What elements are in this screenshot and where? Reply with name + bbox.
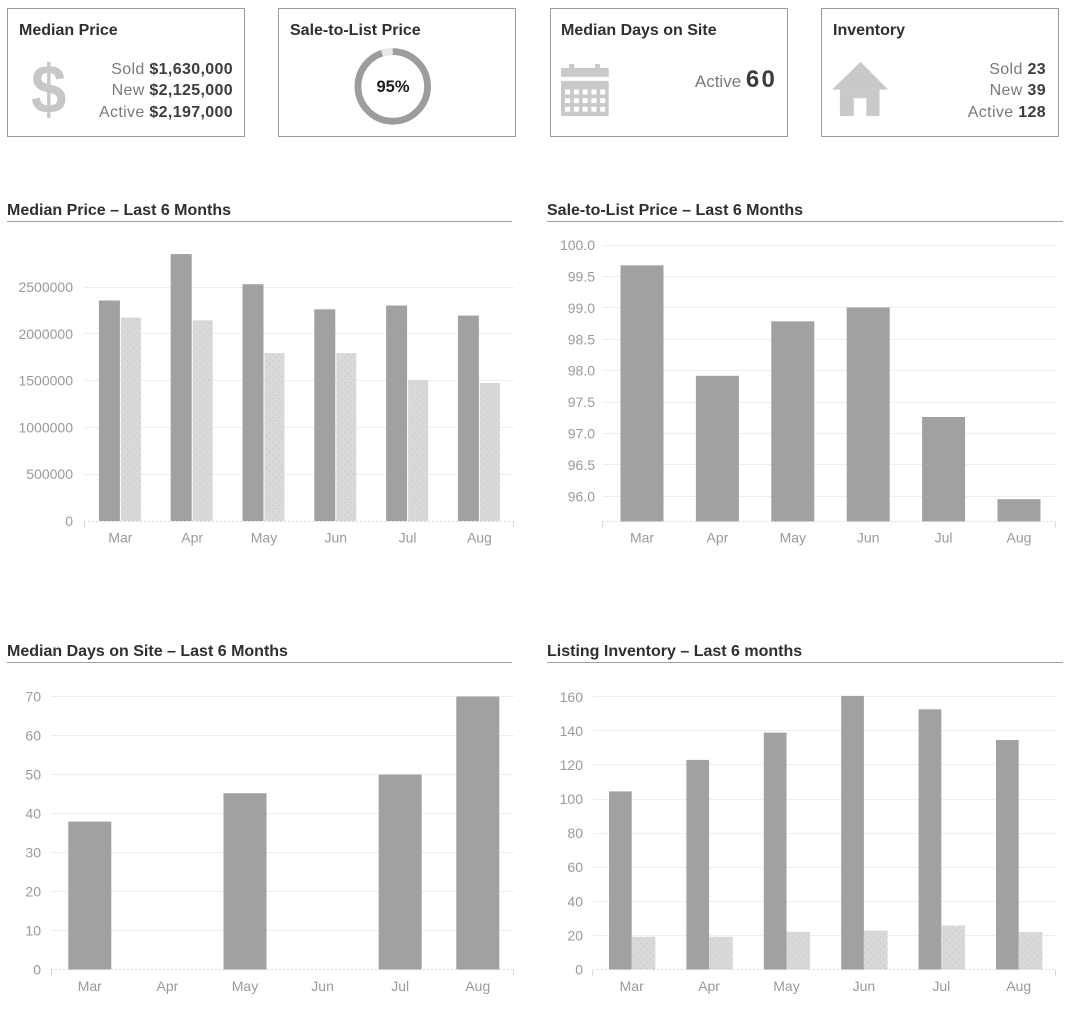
- svg-text:10: 10: [25, 923, 41, 939]
- svg-text:Jul: Jul: [935, 529, 953, 545]
- svg-text:98.0: 98.0: [568, 363, 595, 379]
- svg-text:Apr: Apr: [698, 978, 720, 994]
- svg-text:100: 100: [560, 791, 584, 807]
- svg-text:May: May: [780, 529, 806, 545]
- svg-text:0: 0: [33, 962, 41, 978]
- svg-text:50: 50: [25, 767, 41, 783]
- svg-text:60: 60: [25, 728, 41, 744]
- svg-text:May: May: [232, 978, 258, 994]
- svg-text:500000: 500000: [26, 466, 73, 482]
- svg-text:Jul: Jul: [932, 978, 950, 994]
- svg-text:96.5: 96.5: [568, 457, 595, 473]
- svg-text:60: 60: [567, 859, 583, 875]
- svg-text:May: May: [773, 978, 799, 994]
- svg-text:1000000: 1000000: [18, 419, 73, 435]
- svg-text:100.0: 100.0: [560, 237, 595, 253]
- svg-text:Mar: Mar: [78, 978, 102, 994]
- svg-text:Aug: Aug: [465, 978, 490, 994]
- svg-text:1500000: 1500000: [18, 373, 73, 389]
- svg-text:Mar: Mar: [630, 529, 654, 545]
- svg-text:0: 0: [65, 513, 73, 529]
- svg-text:97.5: 97.5: [568, 394, 595, 410]
- svg-text:40: 40: [567, 893, 583, 909]
- svg-text:99.0: 99.0: [568, 300, 595, 316]
- svg-text:98.5: 98.5: [568, 331, 595, 347]
- svg-text:$: $: [31, 51, 66, 128]
- svg-text:99.5: 99.5: [568, 269, 595, 285]
- svg-text:Apr: Apr: [157, 978, 179, 994]
- svg-text:May: May: [251, 529, 277, 545]
- svg-text:Jul: Jul: [399, 529, 417, 545]
- svg-text:2500000: 2500000: [18, 279, 73, 295]
- svg-text:70: 70: [25, 689, 41, 705]
- svg-text:30: 30: [25, 845, 41, 861]
- svg-text:96.0: 96.0: [568, 488, 595, 504]
- svg-text:Apr: Apr: [181, 529, 203, 545]
- svg-text:Aug: Aug: [467, 529, 492, 545]
- svg-text:160: 160: [560, 689, 584, 705]
- svg-text:140: 140: [560, 723, 584, 739]
- svg-text:Jun: Jun: [857, 529, 880, 545]
- svg-text:2000000: 2000000: [18, 326, 73, 342]
- svg-text:40: 40: [25, 806, 41, 822]
- svg-text:Jun: Jun: [325, 529, 348, 545]
- svg-text:20: 20: [25, 884, 41, 900]
- svg-text:20: 20: [567, 927, 583, 943]
- svg-text:Aug: Aug: [1007, 529, 1032, 545]
- svg-text:Aug: Aug: [1006, 978, 1031, 994]
- svg-text:97.0: 97.0: [568, 426, 595, 442]
- svg-text:Jul: Jul: [391, 978, 409, 994]
- svg-text:Mar: Mar: [620, 978, 644, 994]
- svg-text:Jun: Jun: [311, 978, 334, 994]
- svg-text:Jun: Jun: [853, 978, 876, 994]
- svg-text:0: 0: [575, 962, 583, 978]
- svg-text:Mar: Mar: [108, 529, 132, 545]
- svg-text:Apr: Apr: [707, 529, 729, 545]
- svg-text:120: 120: [560, 757, 584, 773]
- svg-text:80: 80: [567, 825, 583, 841]
